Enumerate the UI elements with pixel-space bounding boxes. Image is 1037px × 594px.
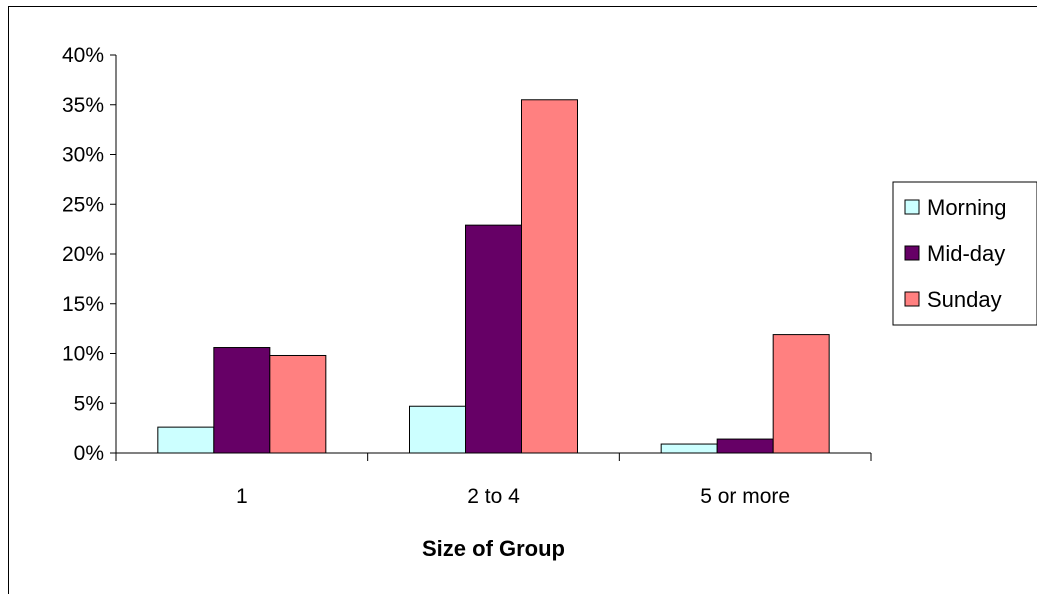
legend-swatch-mid-day: [904, 245, 920, 261]
y-tick-label: 40%: [62, 44, 104, 67]
bar-sunday-2: [521, 99, 578, 454]
bar-sunday-3: [772, 334, 830, 454]
bar-mid-day-2: [465, 224, 522, 454]
y-tick-label: 0%: [74, 442, 104, 465]
x-tick-label: 1: [236, 485, 248, 508]
legend-label-mid-day: Mid-day: [927, 241, 1005, 266]
y-tick-label: 35%: [62, 94, 104, 117]
bar-mid-day-3: [716, 438, 774, 454]
y-tick-label: 10%: [62, 343, 104, 366]
y-tick-label: 30%: [62, 144, 104, 167]
legend-swatch-sunday: [904, 291, 920, 307]
x-tick-label: 5 or more: [700, 485, 790, 508]
legend-label-sunday: Sunday: [927, 287, 1002, 312]
bar-morning-1: [157, 426, 215, 454]
bars-group: [157, 99, 830, 454]
bar-sunday-1: [269, 354, 327, 454]
y-tick-label: 15%: [62, 293, 104, 316]
y-axis: 0% 5% 10% 15% 20% 25% 30% 35% 40%: [62, 44, 117, 465]
x-axis-title: Size of Group: [422, 536, 565, 561]
y-tick-label: 5%: [74, 392, 104, 415]
y-tick-label: 25%: [62, 193, 104, 216]
x-tick-label: 2 to 4: [467, 485, 520, 508]
legend-swatch-morning: [904, 199, 920, 215]
legend: Morning Mid-day Sunday: [892, 181, 1037, 326]
x-axis: 1 2 to 4 5 or more: [115, 452, 872, 508]
legend-label-morning: Morning: [927, 195, 1006, 220]
bar-morning-3: [660, 443, 718, 454]
bar-morning-2: [409, 405, 466, 454]
bar-mid-day-1: [213, 347, 271, 454]
y-tick-label: 20%: [62, 243, 104, 266]
